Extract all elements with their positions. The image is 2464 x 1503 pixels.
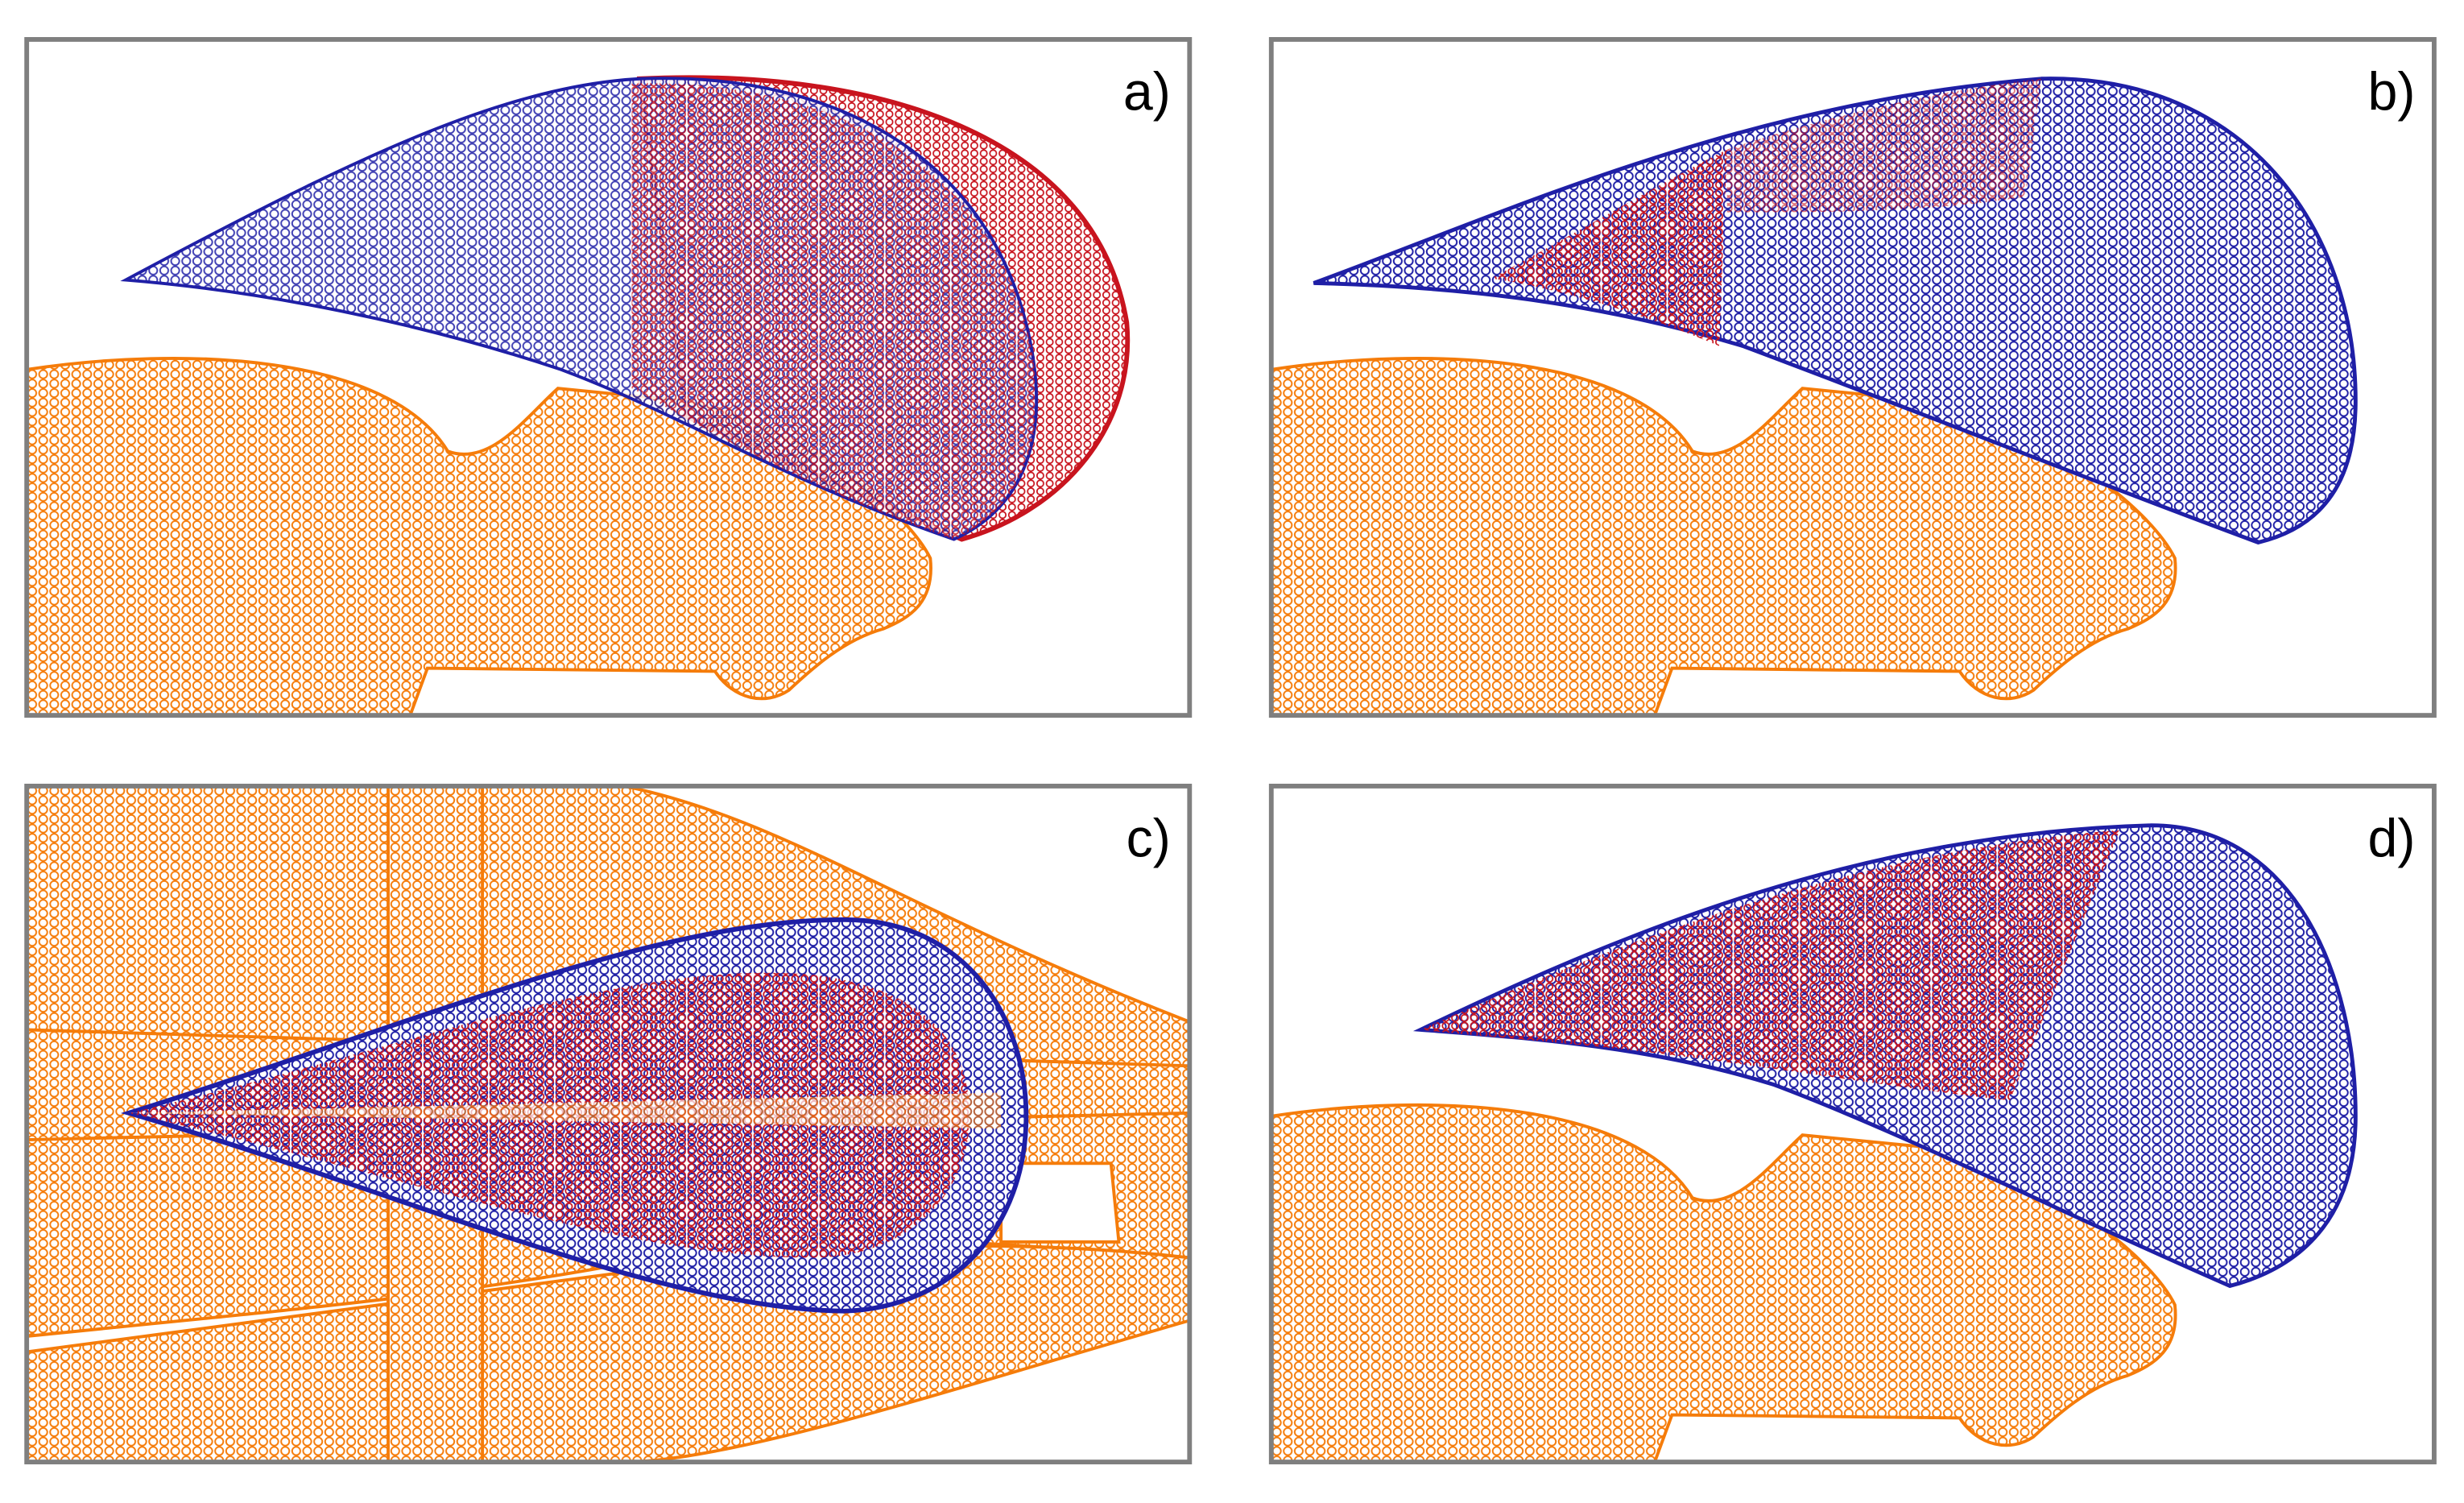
panel-label: a): [1123, 63, 1171, 122]
helmet-mesh-red: [1726, 78, 2042, 213]
panel-border: [24, 784, 1193, 1465]
panel-a: a): [24, 37, 1193, 718]
helmet-mesh-red: [1491, 149, 1727, 346]
panel-d: d): [1268, 784, 2437, 1465]
panel-label: b): [2368, 63, 2416, 122]
frame-through-helmet: [129, 1092, 1002, 1129]
panel-b: b): [1268, 37, 2437, 718]
panel-label: d): [2368, 809, 2416, 869]
helmet-mesh-overlap: [631, 83, 1037, 540]
panel-border: [1268, 784, 2437, 1465]
panel-label: c): [1127, 809, 1171, 869]
panel-border: [24, 37, 1193, 718]
helmet-mesh-red: [1420, 830, 2120, 1101]
panel-border: [1268, 37, 2437, 718]
panel-c: c): [24, 784, 1193, 1465]
